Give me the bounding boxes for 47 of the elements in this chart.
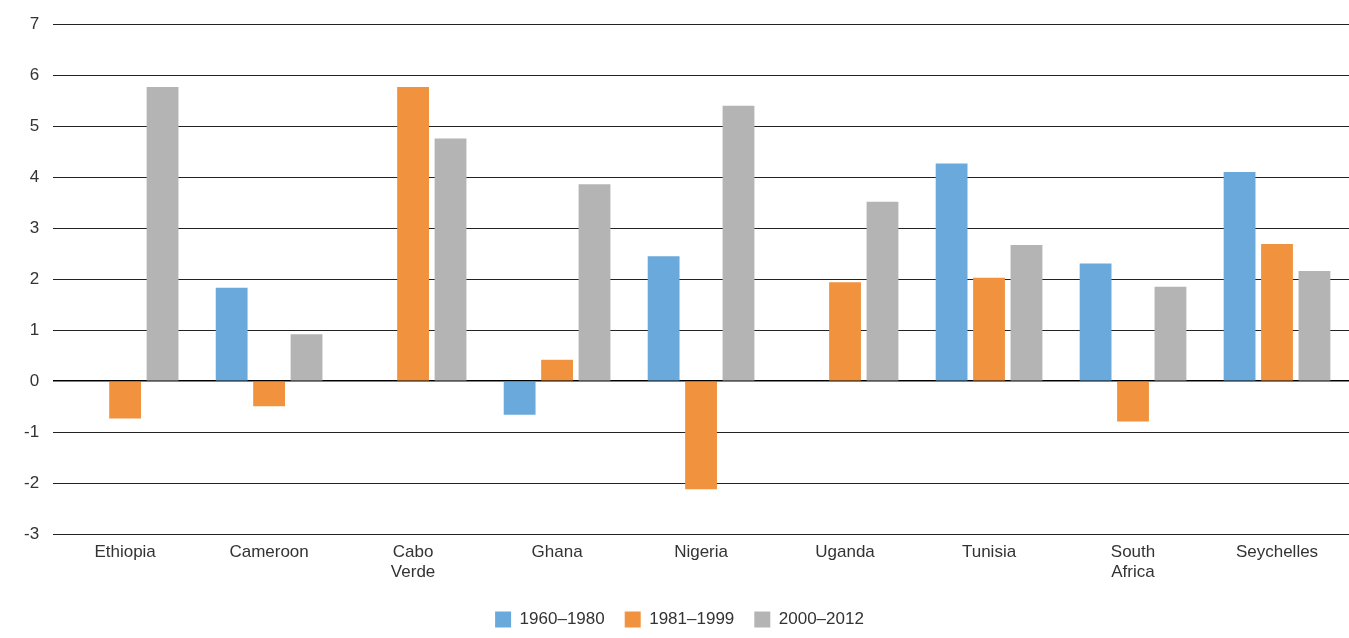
x-tick-label: Ethiopia (94, 542, 157, 562)
y-tick-label: -3 (23, 523, 40, 543)
y-tick-label: -2 (23, 472, 40, 492)
x-tick-label: Nigeria (674, 542, 729, 562)
bar (1298, 271, 1331, 381)
x-tick-label: Cabo Verde (390, 542, 436, 582)
bar (146, 86, 179, 381)
bar (685, 381, 717, 490)
x-tick-label: Cameroon (229, 542, 309, 562)
bar (503, 381, 536, 415)
bar (290, 334, 323, 381)
bar (1154, 286, 1187, 381)
bar (866, 201, 899, 381)
y-tick-label: 7 (29, 13, 40, 33)
bar (397, 86, 429, 381)
bar (215, 287, 248, 381)
y-tick-label: 2 (29, 268, 40, 288)
x-tick-label: Tunisia (961, 542, 1017, 562)
bar (578, 184, 611, 381)
x-tick-label: Ghana (531, 542, 584, 562)
x-tick-label: Uganda (815, 542, 876, 562)
bar (253, 381, 286, 407)
legend-label: 1960–1980 (519, 609, 605, 629)
bar (973, 277, 1005, 381)
x-tick-label: Seychelles (1235, 542, 1319, 562)
y-tick-label: 0 (29, 370, 40, 390)
x-tick-label: South Africa (1110, 542, 1156, 582)
bar (434, 138, 467, 381)
legend-label: 2000–2012 (778, 609, 864, 629)
legend-label: 1981–1999 (649, 609, 735, 629)
y-tick-label: 4 (29, 166, 40, 186)
bar (829, 282, 861, 381)
y-tick-label: 6 (29, 64, 40, 84)
bar (1010, 245, 1043, 381)
y-tick-label: 5 (29, 115, 40, 135)
bar (109, 381, 142, 419)
bar (541, 359, 573, 381)
bar (722, 105, 755, 381)
y-tick-label: 3 (29, 217, 40, 237)
bar (647, 256, 680, 381)
bar (1117, 381, 1149, 422)
bar (1079, 263, 1112, 381)
y-tick-label: 1 (29, 319, 40, 339)
y-tick-label: -1 (23, 421, 40, 441)
bar (1223, 172, 1256, 381)
bar (1261, 244, 1293, 381)
bar (935, 163, 968, 381)
